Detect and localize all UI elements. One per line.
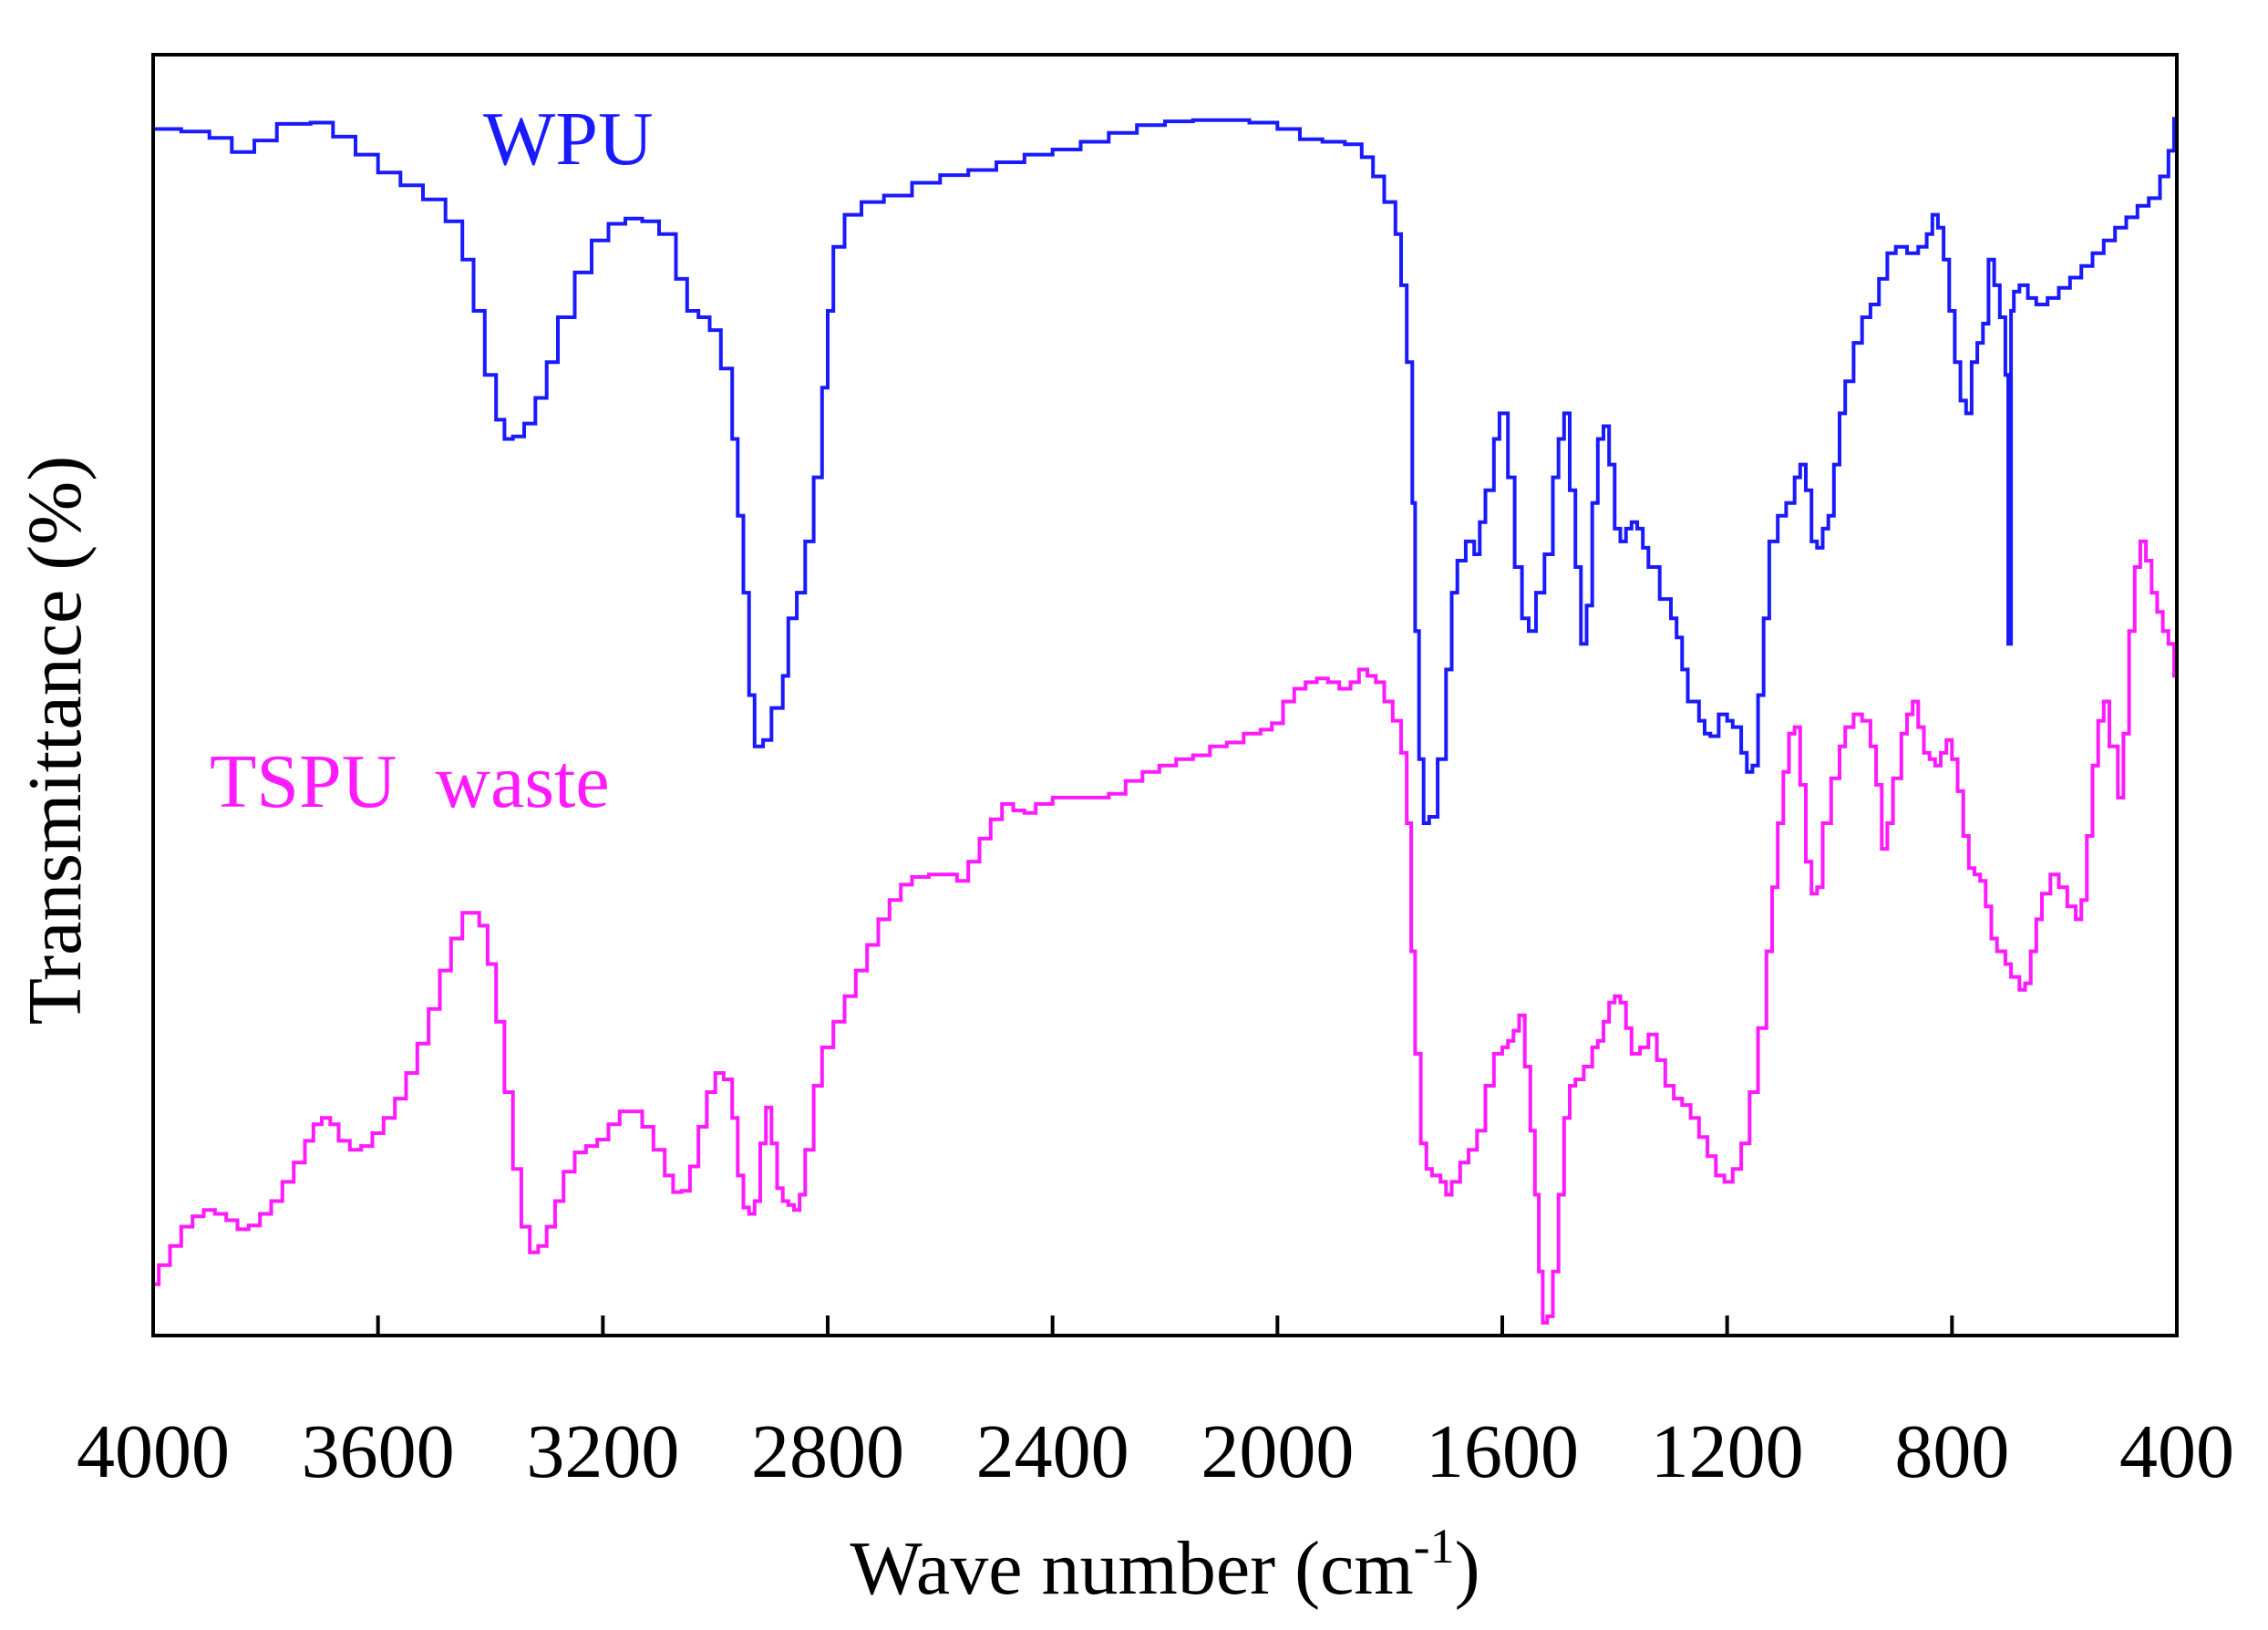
x-axis-label-close: ): [1455, 1526, 1480, 1611]
x-axis-label-main: Wave number (cm: [850, 1526, 1413, 1611]
series-labels: WPU TSPU waste: [210, 97, 654, 824]
x-tick-label: 800: [1894, 1409, 2009, 1494]
x-tick-label: 2800: [751, 1409, 904, 1494]
x-axis-label-superscript: -1: [1414, 1519, 1455, 1573]
series-label-0: WPU: [483, 97, 654, 181]
series-label-1: TSPU waste: [210, 739, 610, 824]
x-tick-label: 2400: [976, 1409, 1129, 1494]
x-tick-label: 400: [2119, 1409, 2234, 1494]
y-axis-label: Transmittance (%): [13, 456, 98, 1025]
x-tick-label: 2000: [1201, 1409, 1354, 1494]
x-tick-label: 4000: [77, 1409, 230, 1494]
series-layer: [153, 106, 2179, 1325]
x-axis-ticks: 4000 3600 3200 2800 2400 2000 1600 1200 800 400: [77, 1315, 2234, 1494]
x-tick-label: 3600: [302, 1409, 455, 1494]
x-tick-label: 3200: [526, 1409, 679, 1494]
x-tick-label: 1600: [1426, 1409, 1579, 1494]
x-axis-label: Wave number (cm-1): [850, 1519, 1479, 1611]
x-tick-label: 1200: [1651, 1409, 1804, 1494]
plot-frame: [151, 53, 2179, 1337]
series-line-1: [153, 539, 2179, 1325]
series-line-0: [153, 106, 2179, 825]
